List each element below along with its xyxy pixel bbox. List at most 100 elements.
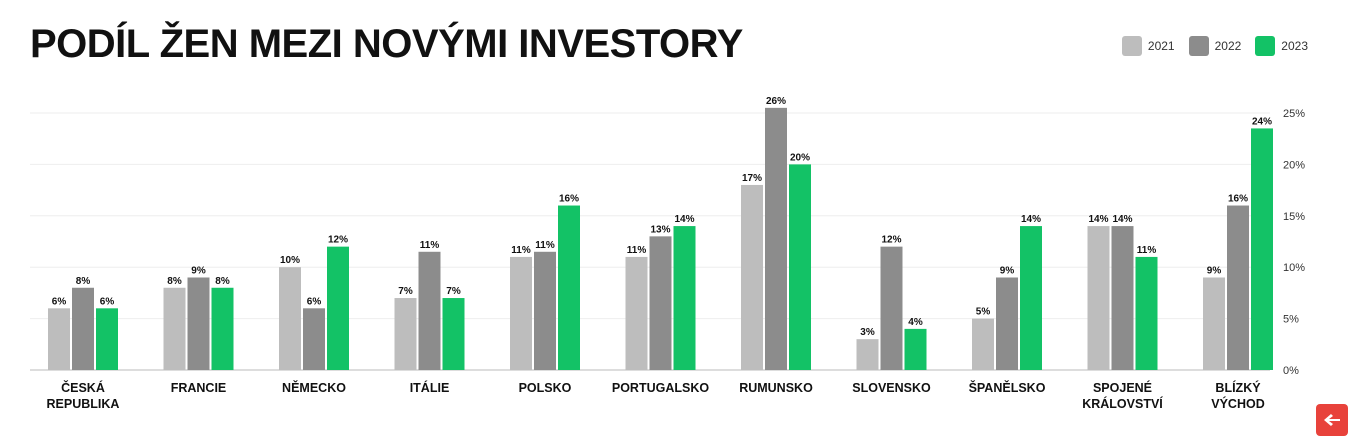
bar-value-label: 11%: [1137, 245, 1157, 256]
bar-2021: [972, 318, 994, 370]
bar-2023: [904, 328, 927, 370]
legend-swatch-2023: [1255, 36, 1276, 56]
bar-value-label: 11%: [420, 240, 440, 251]
category-label: NĚMECKO: [282, 380, 346, 395]
bar-2023: [1020, 226, 1042, 370]
bar-value-label: 20%: [790, 152, 810, 163]
bar-value-label: 9%: [191, 265, 206, 276]
bar-2022: [880, 246, 903, 370]
bar-2022: [72, 287, 94, 370]
bar-value-label: 11%: [627, 245, 647, 256]
category-label: PORTUGALSKO: [612, 381, 710, 395]
brand-logo-icon: [1316, 404, 1348, 436]
bar-value-label: 8%: [215, 276, 230, 287]
bar-value-label: 6%: [52, 296, 67, 307]
bar-value-label: 24%: [1252, 116, 1272, 127]
category-label: POLSKO: [519, 381, 572, 395]
legend-label-2023: 2023: [1281, 39, 1308, 53]
bar-value-label: 8%: [76, 276, 91, 287]
bar-2023: [1135, 256, 1158, 370]
legend-swatch-2022: [1188, 36, 1209, 56]
category-label: ČESKÁ: [61, 380, 105, 395]
bar-value-label: 14%: [1088, 214, 1108, 225]
chart-title: PODÍL ŽEN MEZI NOVÝMI INVESTORY: [30, 22, 743, 66]
legend-label-2022: 2022: [1214, 39, 1242, 53]
bar-2021: [1203, 277, 1225, 370]
bar-value-label: 8%: [167, 276, 182, 287]
bar-2021: [510, 256, 532, 370]
bar-value-label: 3%: [860, 327, 875, 338]
bar-2022: [187, 277, 210, 370]
bar-2023: [1251, 128, 1273, 370]
bar-value-label: 26%: [766, 96, 786, 107]
category-label: ŠPANĚLSKO: [969, 380, 1046, 395]
bar-value-label: 11%: [511, 245, 531, 256]
legend-item-2021: 2021: [1121, 36, 1175, 56]
legend-item-2023: 2023: [1255, 36, 1308, 56]
bar-value-label: 13%: [650, 224, 670, 235]
bar-value-label: 9%: [1207, 265, 1222, 276]
bar-2022: [765, 107, 787, 371]
y-tick-label: 10%: [1283, 262, 1305, 274]
bar-value-label: 9%: [1000, 265, 1015, 276]
legend: 2021 2022 2023: [1121, 36, 1308, 56]
bar-value-label: 14%: [1112, 214, 1132, 225]
bar-value-label: 6%: [307, 296, 322, 307]
bar-2022: [1227, 205, 1249, 370]
bar-value-label: 5%: [976, 307, 991, 318]
legend-label-2021: 2021: [1147, 39, 1175, 53]
y-tick-label: 20%: [1283, 159, 1305, 171]
bar-value-label: 14%: [1021, 214, 1041, 225]
bar-2022: [534, 251, 556, 370]
y-tick-label: 5%: [1283, 314, 1299, 326]
category-label: REPUBLIKA: [47, 397, 120, 411]
y-tick-label: 0%: [1283, 365, 1299, 377]
y-tick-label: 15%: [1283, 211, 1305, 223]
bar-2022: [996, 277, 1018, 370]
bar-2021: [856, 339, 879, 370]
logo-mark-icon: [1324, 414, 1340, 426]
bar-2022: [303, 308, 325, 370]
bar-2023: [558, 205, 580, 370]
bar-2021: [394, 298, 417, 370]
bar-2023: [211, 287, 234, 370]
category-label: ITÁLIE: [410, 380, 450, 395]
bar-2023: [327, 246, 349, 370]
bar-value-label: 12%: [881, 235, 901, 246]
legend-item-2022: 2022: [1188, 36, 1242, 56]
category-label: BLÍZKÝ: [1215, 380, 1261, 395]
category-label: FRANCIE: [171, 381, 227, 395]
bar-value-label: 16%: [559, 194, 579, 205]
bar-2023: [789, 164, 811, 370]
category-label: VÝCHOD: [1211, 396, 1264, 411]
category-label: RUMUNSKO: [739, 381, 813, 395]
bar-2022: [1111, 226, 1134, 370]
category-label: SLOVENSKO: [852, 381, 931, 395]
bar-value-label: 14%: [674, 214, 694, 225]
bar-2021: [741, 184, 763, 370]
y-tick-label: 25%: [1283, 108, 1305, 120]
bar-2022: [649, 236, 672, 370]
bar-value-label: 16%: [1228, 194, 1248, 205]
bar-value-label: 7%: [398, 286, 413, 297]
bar-value-label: 4%: [908, 317, 923, 328]
bar-2023: [96, 308, 118, 370]
bar-value-label: 12%: [328, 235, 348, 246]
bar-value-label: 10%: [280, 255, 300, 266]
bar-2021: [163, 287, 186, 370]
bar-2021: [48, 308, 70, 370]
bar-value-label: 6%: [100, 296, 115, 307]
bar-2023: [442, 298, 465, 370]
legend-swatch-2021: [1121, 36, 1142, 56]
category-label: SPOJENÉ: [1093, 380, 1152, 395]
category-label: KRÁLOVSTVÍ: [1082, 396, 1163, 411]
bar-2022: [418, 251, 441, 370]
bar-2021: [279, 267, 301, 370]
bar-2023: [673, 226, 696, 370]
bar-value-label: 7%: [446, 286, 461, 297]
bar-value-label: 17%: [742, 173, 762, 184]
bar-2021: [1087, 226, 1110, 370]
bar-value-label: 11%: [535, 240, 555, 251]
bar-2021: [625, 256, 648, 370]
